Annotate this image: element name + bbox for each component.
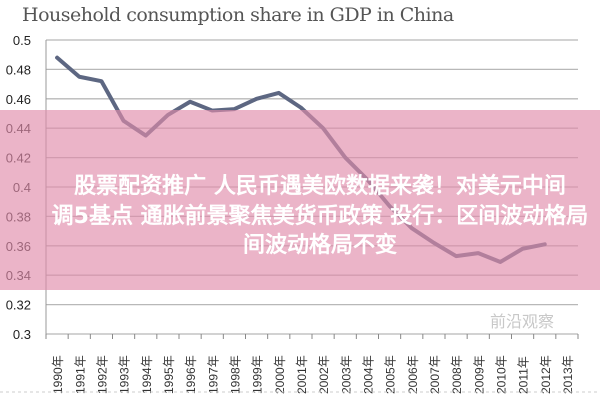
x-tick-label: 1995年 xyxy=(162,355,176,394)
x-tick-label: 2003年 xyxy=(339,355,353,394)
x-tick-label: 2002年 xyxy=(317,355,331,394)
x-tick-label: 2008年 xyxy=(450,355,464,394)
y-tick-label: 0.32 xyxy=(6,298,31,313)
headline-line-2: 调5基点 通胀前景聚焦美货币政策 投行：区间波动格局 xyxy=(51,204,589,229)
x-tick-label: 2004年 xyxy=(361,355,375,394)
x-tick-label: 1998年 xyxy=(228,355,242,394)
x-tick-label: 1990年 xyxy=(51,355,65,394)
data-point xyxy=(77,75,81,79)
x-tick-label: 2006年 xyxy=(406,355,420,394)
x-tick-label: 2011年 xyxy=(517,356,531,394)
x-tick-label: 1993年 xyxy=(118,355,132,394)
data-point xyxy=(188,100,192,104)
x-tick-label: 2001年 xyxy=(295,355,309,394)
x-tick-label: 2010年 xyxy=(494,355,508,394)
x-tick-label: 2009年 xyxy=(472,355,486,394)
headline-banner: 股票配资推广 人民币遇美欧数据来袭！对美元中间 调5基点 通胀前景聚焦美货币政策… xyxy=(0,110,600,290)
x-tick-label: 1996年 xyxy=(184,355,198,394)
data-point xyxy=(55,56,59,60)
x-tick-label: 1992年 xyxy=(95,355,109,394)
x-tick-label: 1999年 xyxy=(251,355,265,394)
headline-line-3: 间波动格局不变 xyxy=(242,233,397,258)
y-tick-label: 0.46 xyxy=(6,92,31,107)
x-tick-label: 1997年 xyxy=(206,355,220,394)
y-tick-label: 0.5 xyxy=(13,33,31,48)
data-point xyxy=(232,107,236,111)
x-tick-label: 2007年 xyxy=(428,355,442,394)
x-tick-label: 2005年 xyxy=(384,355,398,394)
x-tick-label: 2013年 xyxy=(561,355,575,394)
data-point xyxy=(255,97,259,101)
headline-line-1: 股票配资推广 人民币遇美欧数据来袭！对美元中间 xyxy=(74,174,566,199)
x-tick-label: 1991年 xyxy=(73,355,87,394)
x-tick-label: 2000年 xyxy=(273,355,287,394)
y-tick-label: 0.48 xyxy=(6,62,31,77)
x-tick-label: 2012年 xyxy=(539,355,553,394)
data-point xyxy=(99,79,103,83)
data-point xyxy=(299,106,303,110)
y-tick-label: 0.3 xyxy=(13,327,31,342)
chart-title: Household consumption share in GDP in Ch… xyxy=(22,4,454,26)
data-point xyxy=(277,91,281,95)
watermark: 前沿观察 xyxy=(490,312,555,331)
x-tick-label: 1994年 xyxy=(140,355,154,394)
